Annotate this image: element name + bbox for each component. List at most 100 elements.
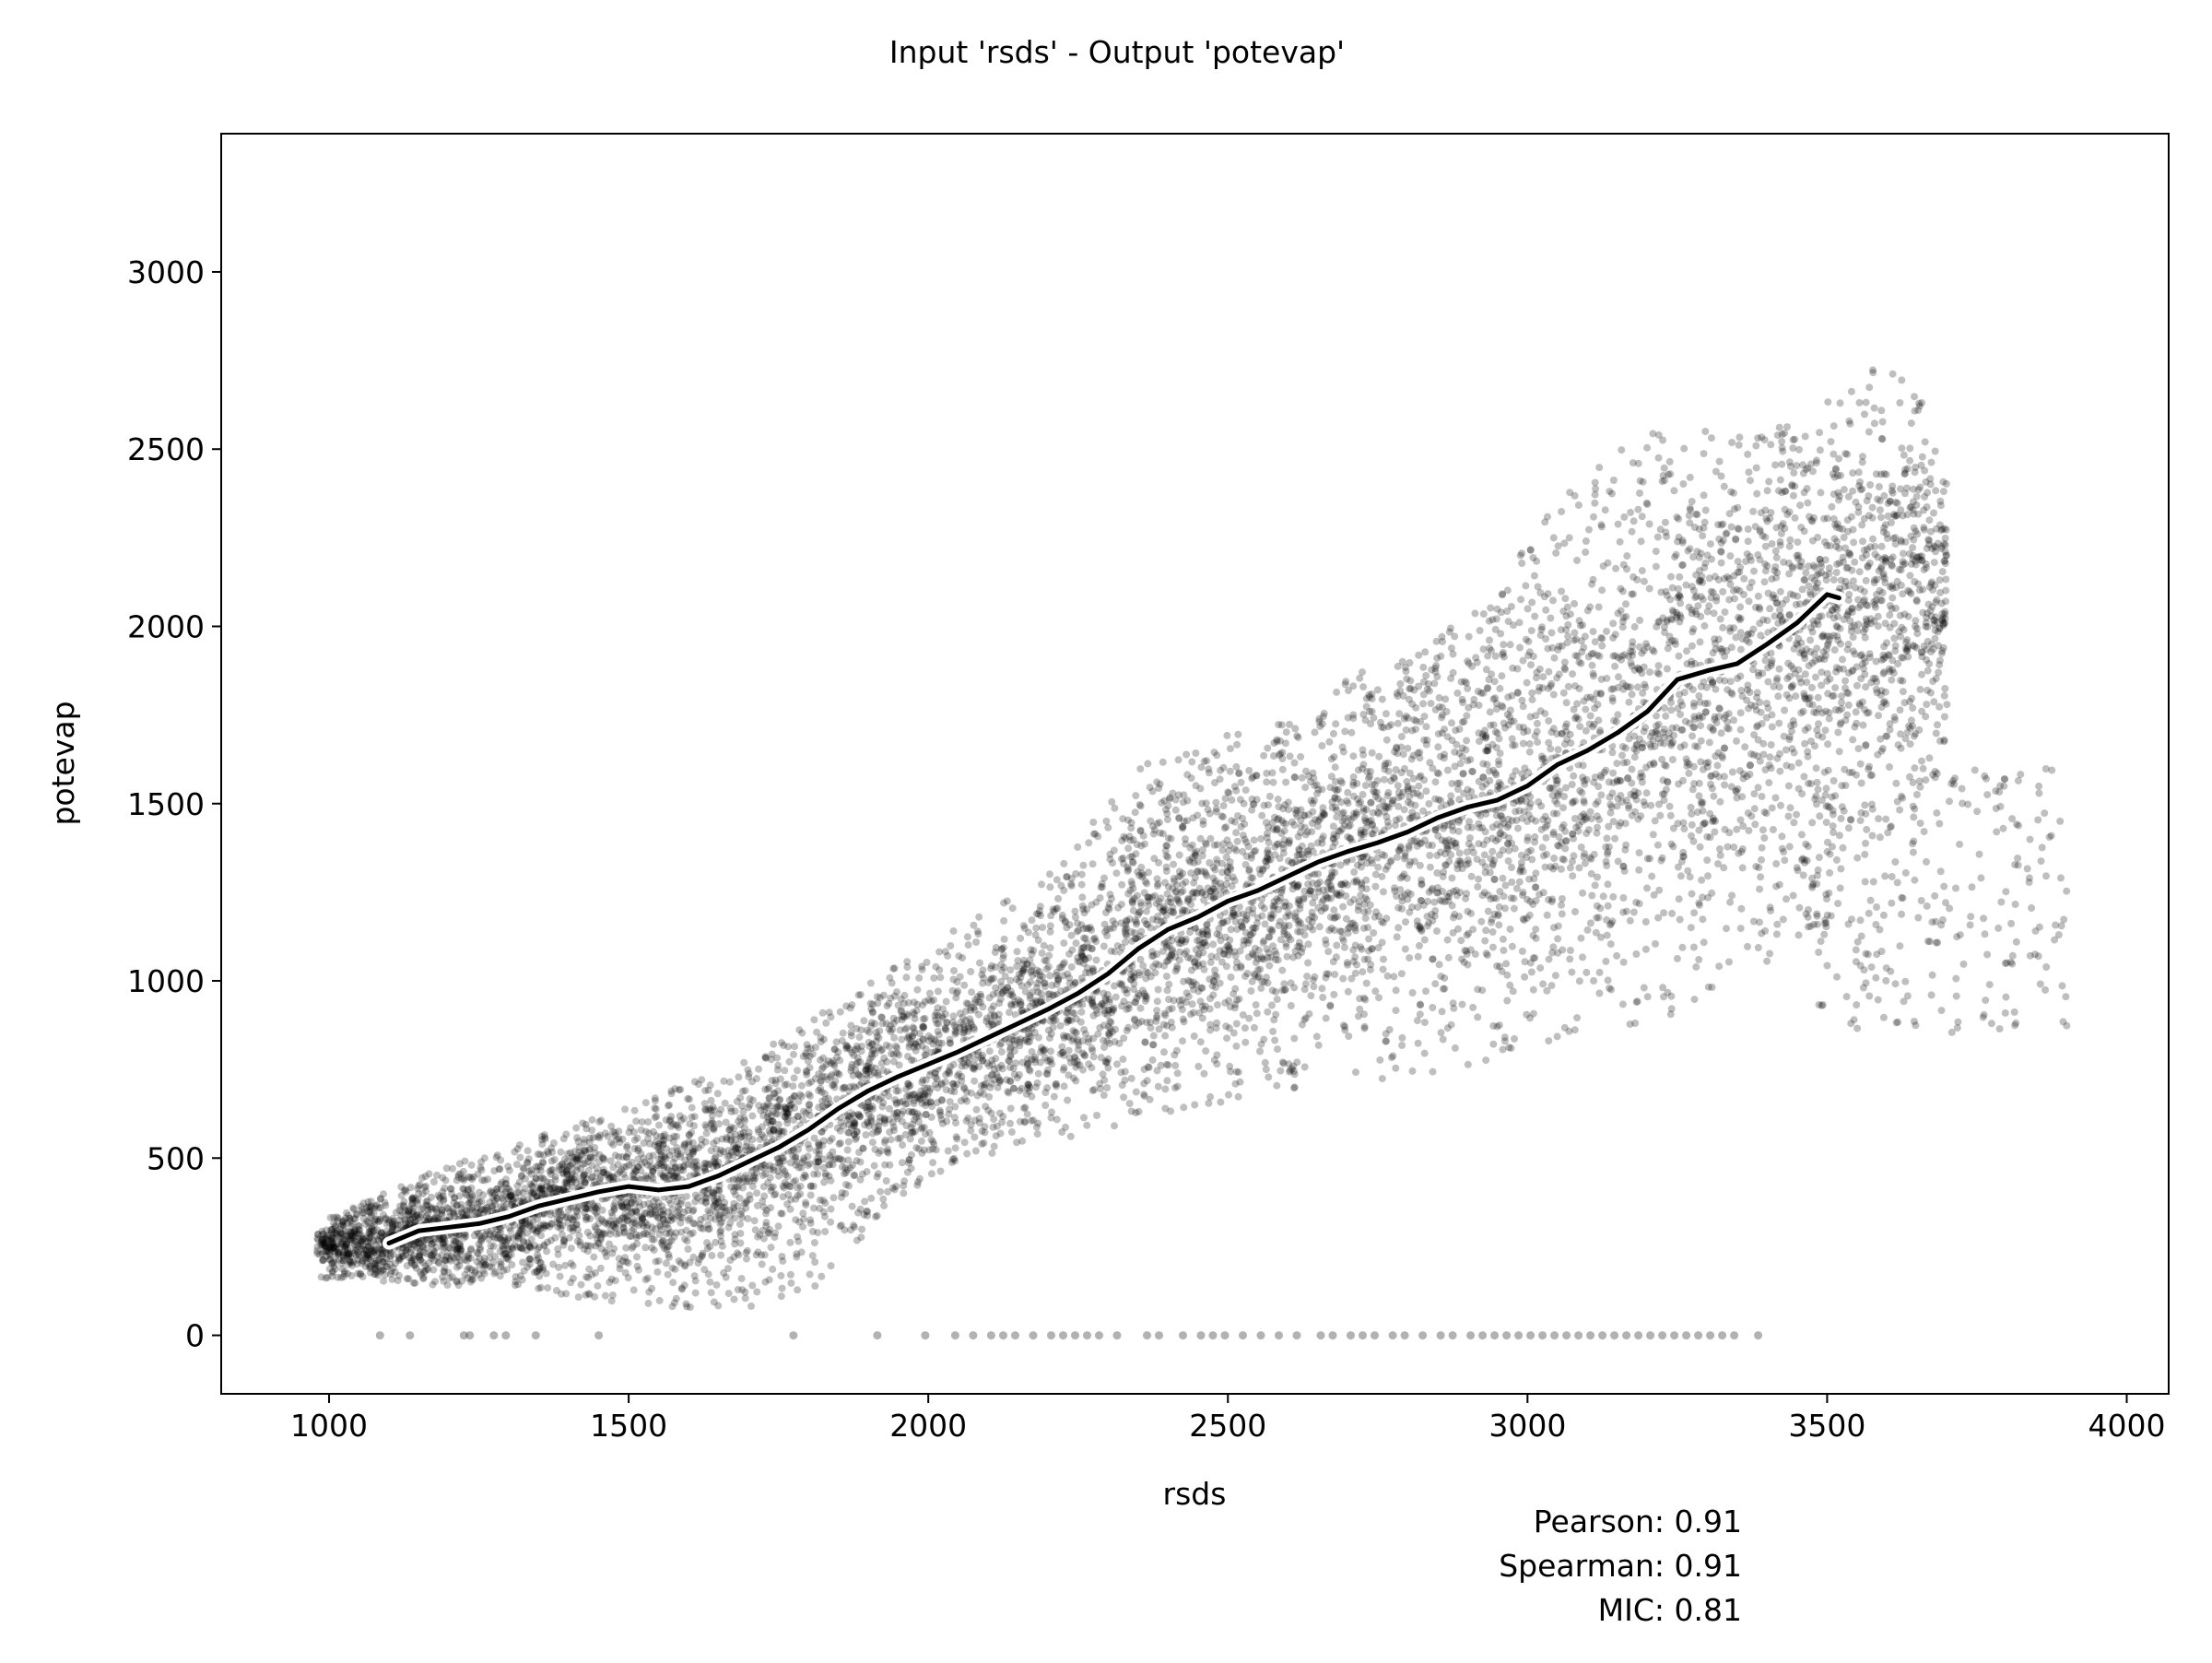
data-point — [1096, 894, 1104, 902]
data-point — [994, 1010, 1003, 1019]
data-point — [706, 1081, 714, 1090]
data-point — [1615, 673, 1622, 681]
data-point — [734, 1286, 742, 1293]
data-point — [1734, 503, 1742, 512]
data-point — [731, 1240, 739, 1248]
data-point — [566, 1149, 574, 1157]
data-point — [1205, 1099, 1213, 1107]
data-point — [1458, 744, 1466, 752]
data-point — [1486, 636, 1493, 644]
data-point — [1903, 636, 1912, 644]
data-point — [1622, 600, 1630, 608]
data-point — [1078, 893, 1087, 902]
data-point — [1441, 861, 1449, 869]
data-point — [689, 1148, 698, 1156]
data-point — [502, 1180, 511, 1188]
data-point — [878, 1020, 887, 1028]
data-point — [649, 1174, 657, 1182]
data-point — [595, 1158, 603, 1166]
data-point — [860, 1017, 868, 1025]
data-point — [1790, 468, 1798, 477]
data-point — [1570, 772, 1578, 780]
data-point — [1808, 701, 1817, 709]
data-point — [929, 1159, 937, 1167]
data-point — [990, 974, 998, 983]
data-point — [1628, 527, 1636, 536]
data-point — [1398, 872, 1406, 880]
data-point — [1190, 1032, 1198, 1040]
data-point — [1133, 841, 1141, 848]
data-point — [1530, 572, 1538, 580]
data-point — [1736, 725, 1745, 734]
data-point — [341, 1268, 348, 1276]
data-point — [1664, 644, 1672, 653]
data-point — [1254, 946, 1263, 954]
data-point — [814, 1154, 822, 1162]
data-point — [1170, 860, 1178, 868]
data-point — [651, 1104, 659, 1112]
data-point — [1293, 1058, 1301, 1067]
data-point — [854, 1070, 863, 1079]
data-point — [1781, 706, 1789, 714]
data-point — [1660, 464, 1668, 472]
data-point — [1824, 740, 1832, 749]
data-point — [1726, 552, 1735, 560]
data-point — [1013, 948, 1021, 956]
data-point — [1227, 866, 1235, 873]
data-point — [855, 1033, 864, 1042]
data-point — [712, 1145, 721, 1153]
data-point — [1847, 387, 1855, 395]
data-point — [469, 1276, 477, 1284]
data-point — [1293, 732, 1301, 740]
data-point — [1836, 624, 1844, 632]
data-point — [852, 1084, 859, 1091]
data-point — [1489, 1021, 1498, 1030]
data-point — [336, 1240, 345, 1248]
data-point — [1484, 684, 1492, 691]
data-point — [1595, 989, 1604, 997]
data-point — [1564, 632, 1572, 641]
data-point — [879, 991, 888, 999]
data-point — [745, 1128, 753, 1137]
data-point — [1159, 758, 1167, 766]
data-point — [1922, 560, 1930, 568]
data-point — [1434, 770, 1442, 778]
data-point — [1768, 723, 1776, 731]
data-point — [1369, 831, 1377, 838]
data-point — [1318, 985, 1326, 993]
data-point — [648, 1244, 656, 1252]
data-point — [1688, 820, 1696, 829]
data-point — [1422, 987, 1430, 996]
data-point — [579, 1171, 587, 1179]
data-point — [1643, 993, 1652, 1001]
data-point — [1614, 683, 1622, 691]
data-point — [794, 1237, 803, 1245]
data-point — [1597, 521, 1606, 529]
data-point — [463, 1191, 471, 1199]
data-point — [1638, 649, 1646, 657]
data-point — [1454, 827, 1463, 835]
data-point — [1019, 960, 1028, 968]
data-point — [1804, 499, 1812, 507]
data-point — [1773, 754, 1782, 762]
data-point — [1258, 811, 1266, 820]
data-point — [1695, 792, 1703, 800]
data-point — [1340, 943, 1348, 951]
data-point — [1331, 763, 1339, 772]
data-point — [1396, 687, 1405, 695]
data-point — [590, 1177, 598, 1185]
data-point — [1776, 476, 1784, 484]
data-point — [555, 1263, 563, 1271]
data-point — [1241, 973, 1249, 981]
data-point — [1697, 758, 1705, 766]
data-point — [947, 942, 955, 949]
data-point — [621, 1105, 629, 1114]
data-point — [1675, 780, 1683, 788]
data-point — [1688, 732, 1696, 740]
data-point — [1738, 793, 1747, 801]
data-point — [507, 1192, 515, 1200]
data-point — [964, 941, 972, 949]
data-point — [1444, 953, 1453, 961]
data-point — [1291, 725, 1300, 733]
data-point — [1613, 951, 1621, 960]
